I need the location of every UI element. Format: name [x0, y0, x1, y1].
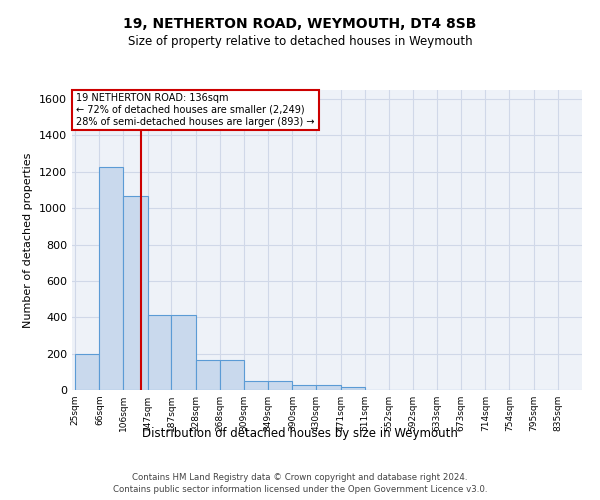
Bar [148, 316, 172, 390]
Y-axis label: Number of detached properties: Number of detached properties [23, 152, 34, 328]
Text: Contains public sector information licensed under the Open Government Licence v3: Contains public sector information licen… [113, 485, 487, 494]
Bar [196, 360, 220, 390]
Text: 19 NETHERTON ROAD: 136sqm
← 72% of detached houses are smaller (2,249)
28% of se: 19 NETHERTON ROAD: 136sqm ← 72% of detac… [76, 94, 314, 126]
Bar [172, 316, 196, 390]
Text: 19, NETHERTON ROAD, WEYMOUTH, DT4 8SB: 19, NETHERTON ROAD, WEYMOUTH, DT4 8SB [124, 18, 476, 32]
Bar [75, 354, 100, 390]
Bar [341, 388, 365, 390]
Bar [292, 386, 316, 390]
Bar [220, 360, 244, 390]
Text: Distribution of detached houses by size in Weymouth: Distribution of detached houses by size … [142, 428, 458, 440]
Bar [316, 386, 341, 390]
Bar [123, 196, 148, 390]
Bar [268, 381, 292, 390]
Bar [100, 168, 123, 390]
Text: Size of property relative to detached houses in Weymouth: Size of property relative to detached ho… [128, 35, 472, 48]
Text: Contains HM Land Registry data © Crown copyright and database right 2024.: Contains HM Land Registry data © Crown c… [132, 472, 468, 482]
Bar [244, 381, 268, 390]
